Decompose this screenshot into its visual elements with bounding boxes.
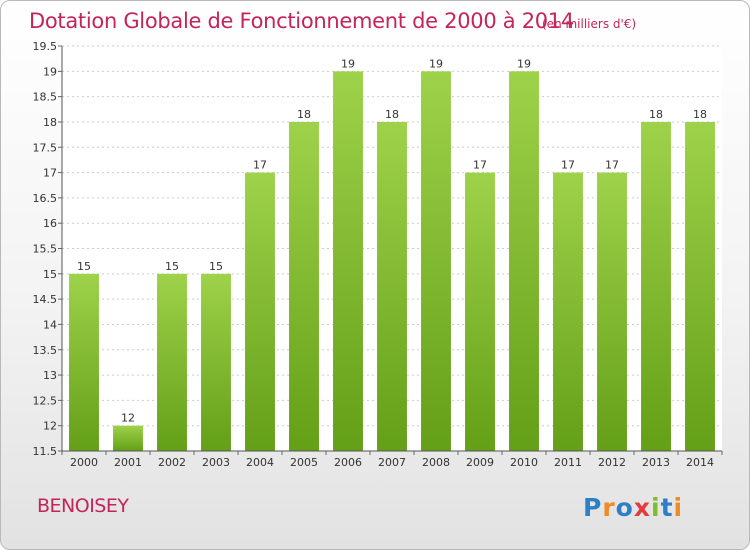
bar <box>113 425 143 451</box>
bar <box>201 273 231 451</box>
x-tick-label: 2005 <box>290 456 318 469</box>
bar <box>553 172 583 451</box>
x-axis-ticks: 2000 2001 2002 2003 2004 2005 2006 2007 2008 2009… <box>61 451 723 469</box>
bar-value-label: 19 <box>429 57 443 70</box>
x-tick-label: 2009 <box>466 456 494 469</box>
x-tick-label: 2001 <box>114 456 142 469</box>
svg-text:Proxiti: Proxiti <box>583 493 683 522</box>
y-tick-label: 16.5 <box>33 192 58 205</box>
x-tick-label: 2003 <box>202 456 230 469</box>
x-tick-label: 2010 <box>510 456 538 469</box>
x-tick-label: 2008 <box>422 456 450 469</box>
bar <box>597 172 627 451</box>
bar-value-label: 19 <box>341 57 355 70</box>
y-tick-label: 12.5 <box>33 394 58 407</box>
bar-value-label: 17 <box>605 159 619 172</box>
proxiti-logo: Proxiti <box>583 493 683 522</box>
y-axis-ticks: 11.5 12 12.5 13 13.5 14 14.5 15 15.5 16 16.5 17 17.5… <box>33 40 62 458</box>
y-tick-label: 14 <box>43 318 57 331</box>
bar <box>641 121 671 451</box>
bar-value-label: 18 <box>693 108 707 121</box>
y-tick-label: 14.5 <box>33 293 58 306</box>
x-tick-label: 2002 <box>158 456 186 469</box>
bar <box>421 71 451 451</box>
bar-value-label: 15 <box>77 260 91 273</box>
bar-value-label: 12 <box>121 412 135 425</box>
bar-value-label: 18 <box>385 108 399 121</box>
bar-value-label: 15 <box>165 260 179 273</box>
x-tick-label: 2004 <box>246 456 274 469</box>
bar <box>157 273 187 451</box>
y-tick-label: 15.5 <box>33 243 58 256</box>
x-tick-label: 2007 <box>378 456 406 469</box>
bars: 15 12 15 15 17 18 19 18 19 17 19 17 17 18 18 <box>69 57 715 451</box>
bar-value-label: 19 <box>517 57 531 70</box>
chart-title: Dotation Globale de Fonctionnement de 20… <box>29 9 574 33</box>
y-tick-label: 12 <box>43 420 57 433</box>
bar <box>289 121 319 451</box>
bar <box>509 71 539 451</box>
commune-name: BENOISEY <box>37 495 129 517</box>
x-tick-label: 2014 <box>686 456 714 469</box>
chart-subtitle: (en milliers d'€) <box>542 17 637 31</box>
bar-value-label: 17 <box>561 159 575 172</box>
bar <box>377 121 407 451</box>
bar <box>685 121 715 451</box>
y-tick-label: 19 <box>43 65 57 78</box>
y-tick-label: 18.5 <box>33 91 58 104</box>
y-tick-label: 17 <box>43 167 57 180</box>
bar-value-label: 18 <box>649 108 663 121</box>
y-tick-label: 13 <box>43 369 57 382</box>
bar <box>69 273 99 451</box>
bar-value-label: 18 <box>297 108 311 121</box>
bar <box>245 172 275 451</box>
y-tick-label: 15 <box>43 268 57 281</box>
y-tick-label: 18 <box>43 116 57 129</box>
x-tick-label: 2013 <box>642 456 670 469</box>
x-tick-label: 2012 <box>598 456 626 469</box>
y-tick-label: 19.5 <box>33 40 58 53</box>
y-tick-label: 11.5 <box>33 445 58 458</box>
bar-value-label: 17 <box>473 159 487 172</box>
bar-value-label: 15 <box>209 260 223 273</box>
y-tick-label: 17.5 <box>33 141 58 154</box>
y-tick-label: 13.5 <box>33 344 58 357</box>
x-tick-label: 2000 <box>70 456 98 469</box>
x-tick-label: 2006 <box>334 456 362 469</box>
x-tick-label: 2011 <box>554 456 582 469</box>
bar-value-label: 17 <box>253 159 267 172</box>
bar <box>333 71 363 451</box>
y-tick-label: 16 <box>43 217 57 230</box>
bar <box>465 172 495 451</box>
